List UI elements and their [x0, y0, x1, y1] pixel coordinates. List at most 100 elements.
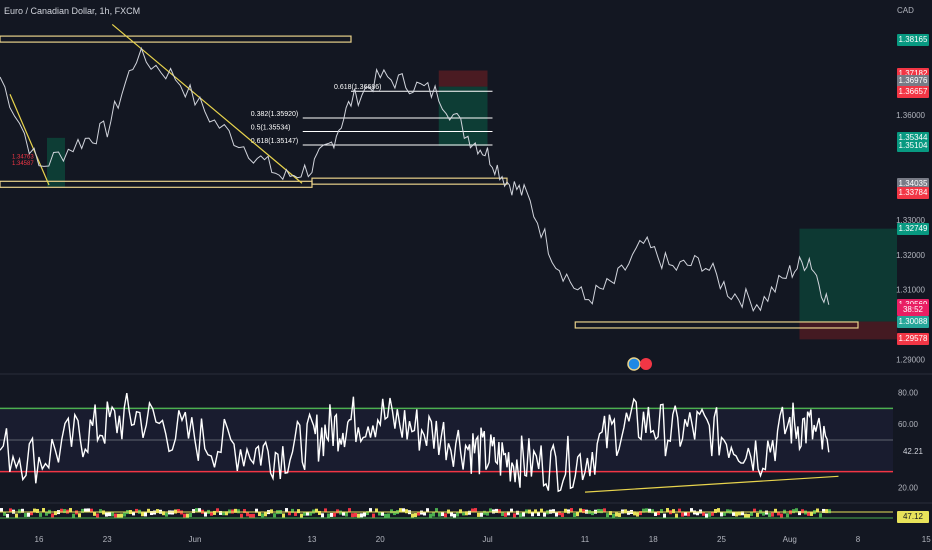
strip-bar	[738, 511, 741, 516]
strip-bar	[114, 513, 117, 518]
price-tag: 1.38165	[897, 33, 929, 46]
price-tag: 1.36657	[897, 86, 929, 99]
fib-level-label: 0.618(1.36686)	[334, 84, 381, 91]
strip-bar	[483, 510, 486, 515]
strip-bar	[768, 512, 771, 517]
time-axis-tick: 16	[35, 535, 44, 544]
price-tag: 1.35104	[897, 140, 929, 153]
strip-bar	[414, 513, 417, 518]
strip-bar	[423, 511, 426, 516]
strip-bar	[243, 509, 246, 514]
strip-bar	[537, 511, 540, 516]
strip-bar	[78, 513, 81, 518]
strip-bar	[381, 511, 384, 516]
strip-bar	[183, 513, 186, 518]
strip-bar	[90, 508, 93, 513]
strip-bar	[651, 509, 654, 514]
strip-bar	[354, 512, 357, 517]
strip-bar	[732, 511, 735, 516]
strip-bar	[690, 508, 693, 513]
strip-bar	[714, 509, 717, 514]
strip-bar	[246, 512, 249, 517]
strip-bar	[579, 508, 582, 513]
strip-bar	[132, 511, 135, 516]
price-axis-tick: 1.36000	[896, 111, 925, 120]
price-tag: 1.33784	[897, 186, 929, 199]
price-axis-tick: 1.29000	[896, 356, 925, 365]
strip-bar	[147, 508, 150, 513]
strip-bar	[270, 509, 273, 514]
strip-bar	[45, 511, 48, 516]
strip-bar	[189, 512, 192, 517]
strip-bar	[315, 508, 318, 513]
strip-bar	[615, 512, 618, 517]
price-tag: 1.29578	[897, 333, 929, 346]
strip-bar	[264, 512, 267, 517]
strip-bar	[819, 513, 822, 518]
strip-bar	[120, 513, 123, 518]
strip-bar	[477, 512, 480, 517]
strip-bar	[186, 513, 189, 518]
strip-bar	[717, 508, 720, 513]
price-tag: 1.32749	[897, 222, 929, 235]
strip-bar	[702, 511, 705, 516]
sr-zone	[574, 321, 859, 329]
strip-bar	[357, 513, 360, 518]
strip-bar	[744, 513, 747, 518]
strip-bar	[735, 512, 738, 517]
strip-bar	[510, 508, 513, 513]
strip-bar	[9, 508, 12, 513]
price-series-line	[0, 46, 830, 313]
strip-bar	[63, 509, 66, 514]
strip-bar	[369, 508, 372, 513]
time-axis-tick: 13	[308, 535, 317, 544]
strip-bar	[324, 508, 327, 513]
currency-label: CAD	[897, 6, 914, 15]
strip-bar	[750, 511, 753, 516]
strip-bar	[756, 512, 759, 517]
strip-bar	[27, 512, 30, 517]
strip-bar	[69, 508, 72, 513]
strip-bar	[507, 511, 510, 516]
strip-bar	[624, 509, 627, 514]
strip-bar	[348, 508, 351, 513]
strip-bar	[240, 513, 243, 518]
strip-bar	[600, 509, 603, 514]
strip-bar	[234, 508, 237, 513]
strip-bar	[162, 511, 165, 516]
strip-bar	[666, 508, 669, 513]
strip-bar	[351, 513, 354, 518]
strip-bar	[492, 509, 495, 514]
trend-line	[9, 94, 50, 186]
strip-bar	[531, 512, 534, 517]
strip-bar	[498, 509, 501, 514]
strip-bar	[0, 508, 3, 513]
strip-bar	[36, 508, 39, 513]
strip-bar	[720, 512, 723, 517]
strip-bar	[675, 513, 678, 518]
strip-bar	[591, 511, 594, 516]
strip-bar	[285, 508, 288, 513]
strip-bar	[489, 508, 492, 513]
strip-bar	[282, 513, 285, 518]
strip-bar	[513, 513, 516, 518]
strip-bar	[429, 513, 432, 518]
strip-bar	[561, 512, 564, 517]
strip-bar	[399, 508, 402, 513]
strip-bar	[660, 509, 663, 514]
strip-bar	[462, 511, 465, 516]
strip-bar	[117, 513, 120, 518]
strip-bar	[612, 513, 615, 518]
strip-bar	[627, 510, 630, 515]
strip-bar	[573, 512, 576, 517]
strip-bar	[822, 508, 825, 513]
strip-bar	[543, 512, 546, 517]
strip-bar	[204, 512, 207, 517]
side-price-label: 1.34763	[12, 154, 34, 160]
time-axis-tick: 15	[922, 535, 931, 544]
price-axis-tick: 1.31000	[896, 286, 925, 295]
strip-bar	[252, 513, 255, 518]
strip-bar	[711, 511, 714, 516]
strip-bar	[105, 512, 108, 517]
